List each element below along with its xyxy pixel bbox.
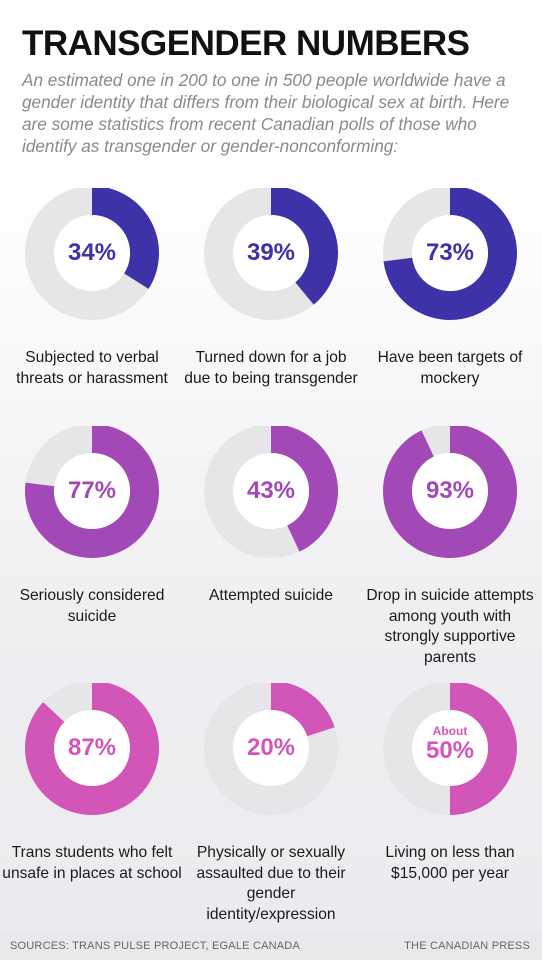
credit-text: THE CANADIAN PRESS xyxy=(404,940,530,952)
donut-value-label: 87% xyxy=(67,734,117,761)
donut-segment xyxy=(383,426,517,558)
donut-cell: 34% Subjected to verbal threats or harass… xyxy=(2,188,182,438)
footer: SOURCES: TRANS PULSE PROJECT, EGALE CANA… xyxy=(0,933,542,960)
chart-grid: 34% Subjected to verbal threats or harass… xyxy=(0,168,542,933)
donut-hole xyxy=(412,710,488,786)
header: TRANSGENDER NUMBERS An estimated one in … xyxy=(0,0,542,168)
donut-hole xyxy=(233,215,309,291)
donut-prefix: About xyxy=(432,724,468,738)
donut-caption: Seriously considered suicide xyxy=(19,587,165,625)
donut-caption: Subjected to verbal threats or harassmen… xyxy=(16,349,168,387)
donut-segment xyxy=(271,188,338,305)
donut-value-label: 93% xyxy=(425,477,475,504)
sources-text: SOURCES: TRANS PULSE PROJECT, EGALE CANA… xyxy=(10,940,300,952)
donut-hole xyxy=(54,215,130,291)
donut-cell: 39% Turned down for a job due to being tr… xyxy=(181,188,361,438)
donut-chart xyxy=(204,188,338,320)
donut-value-label: 34% xyxy=(67,239,117,266)
donut-value-label: 20% xyxy=(246,734,296,761)
donut-hole xyxy=(233,710,309,786)
donut-segment xyxy=(271,426,338,552)
donut-value-label: 50% xyxy=(425,737,475,764)
donut-chart xyxy=(383,188,517,320)
donut-value-label: 73% xyxy=(425,239,475,266)
donut-cell: 73% Have been targets of mockery xyxy=(360,188,540,438)
donut-cell: 20% Physically or sexually assaulted due … xyxy=(181,683,361,933)
donut-hole xyxy=(412,453,488,529)
donut-caption: Attempted suicide xyxy=(209,587,333,604)
donut-chart xyxy=(204,683,338,815)
donut-value-label: 77% xyxy=(67,477,117,504)
donut-segment xyxy=(92,188,159,289)
donut-segment xyxy=(25,683,159,815)
page-title: TRANSGENDER NUMBERS xyxy=(22,24,470,63)
donut-cell: 87% Trans students who felt unsafe in pla… xyxy=(2,683,182,933)
donut-chart xyxy=(383,683,517,815)
donut-segment xyxy=(383,188,517,320)
donut-hole xyxy=(54,710,130,786)
page-subtitle: An estimated one in 200 to one in 500 pe… xyxy=(22,70,510,156)
donut-value-label: 43% xyxy=(246,477,296,504)
donut-segment xyxy=(25,426,159,558)
donut-chart xyxy=(25,426,159,558)
donut-chart xyxy=(383,426,517,558)
donut-chart xyxy=(25,683,159,815)
donut-hole xyxy=(412,215,488,291)
donut-segment xyxy=(450,683,517,815)
donut-caption: Drop in suicide attempts among youth wit… xyxy=(366,587,534,666)
donut-chart xyxy=(204,426,338,558)
donut-cell: 93% Drop in suicide attempts among youth … xyxy=(360,426,540,676)
donut-caption: Living on less than $15,000 per year xyxy=(385,844,515,882)
donut-caption: Turned down for a job due to being trans… xyxy=(184,349,358,387)
donut-hole xyxy=(54,453,130,529)
donut-caption: Trans students who felt unsafe in places… xyxy=(2,844,182,882)
donut-caption: Have been targets of mockery xyxy=(377,349,523,387)
donut-cell: 77% Seriously considered suicide xyxy=(2,426,182,676)
donut-segment xyxy=(271,683,335,737)
donut-cell: About 50% Living on less than $15,000 per … xyxy=(360,683,540,933)
donut-caption: Physically or sexually assaulted due to … xyxy=(196,844,346,923)
donut-value-label: 39% xyxy=(246,239,296,266)
donut-cell: 43% Attempted suicide xyxy=(181,426,361,676)
donut-chart xyxy=(25,188,159,320)
donut-hole xyxy=(233,453,309,529)
